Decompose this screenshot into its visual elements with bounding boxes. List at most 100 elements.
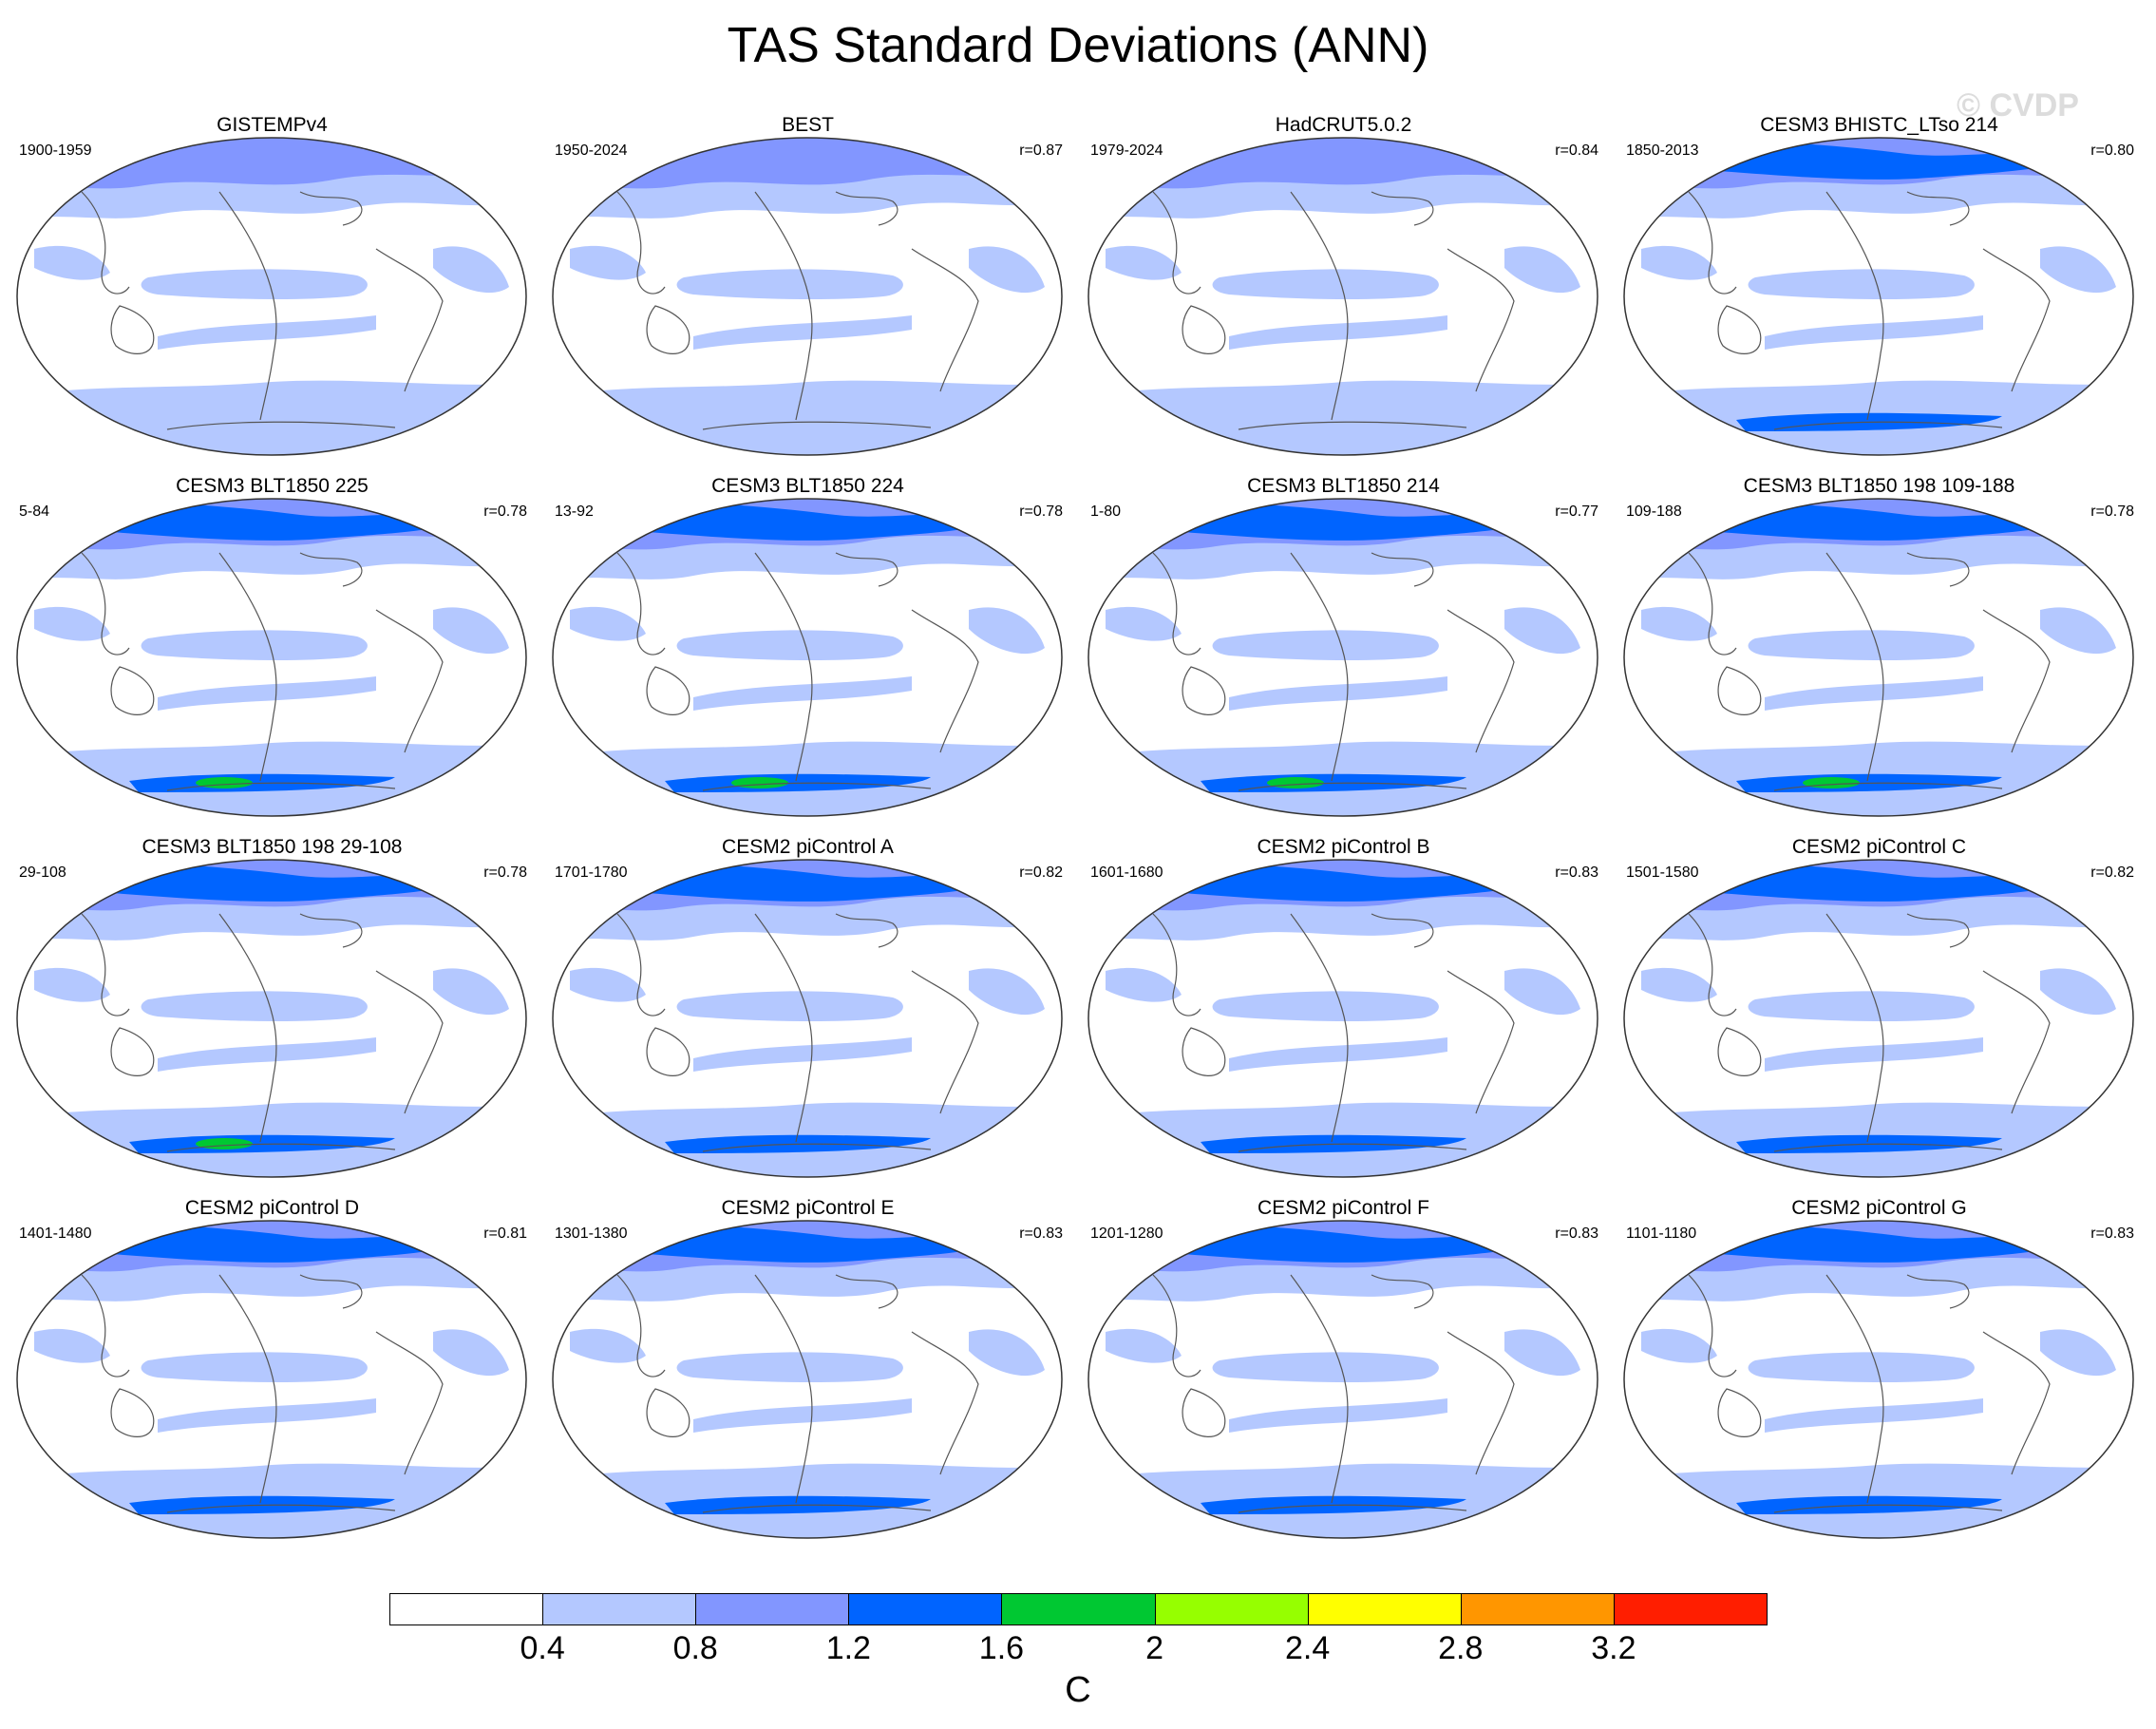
tropical-pacific	[141, 991, 368, 1022]
coastline	[1290, 552, 1349, 782]
panel-title: CESM3 BHISTC_LTso 214	[1760, 114, 1998, 136]
coastline	[1906, 913, 1970, 948]
siberia-hotspot	[1693, 863, 1727, 878]
map-outline	[552, 137, 1063, 456]
south-pacific-streak	[158, 315, 376, 350]
figure-title: TAS Standard Deviations (ANN)	[727, 18, 1429, 73]
map-panel: CESM2 piControl A 1701-1780 r=0.82	[539, 722, 1076, 1178]
coastline	[1371, 913, 1434, 948]
panel-years: 1979-2024	[1090, 142, 1163, 159]
patch	[1641, 606, 1717, 641]
coastline	[1371, 1274, 1434, 1309]
coastline	[1688, 1274, 1737, 1378]
hudson-hotspot	[407, 1226, 422, 1248]
south-pacific-streak	[1229, 1398, 1447, 1433]
patch	[1641, 245, 1717, 280]
panel-correlation: r=0.78	[1019, 504, 1063, 520]
patch	[1641, 1328, 1717, 1363]
south-pacific-streak	[693, 1037, 912, 1072]
coastline	[646, 305, 690, 354]
colorbar-swatch	[542, 1593, 697, 1625]
colorbar-swatch	[1154, 1593, 1309, 1625]
coastline	[702, 421, 932, 430]
tropical-pacific	[1748, 630, 1975, 661]
coastline	[835, 552, 898, 587]
colorbar-swatch	[695, 1593, 850, 1625]
siberia-peak	[1698, 503, 1717, 512]
siberia-hotspot	[1157, 863, 1191, 878]
coastline	[218, 913, 277, 1143]
patch	[34, 1328, 110, 1363]
south-pacific-streak	[1765, 676, 1983, 711]
robinson-map	[552, 498, 1063, 817]
coastline	[1152, 913, 1201, 1016]
panel-correlation: r=0.81	[483, 1226, 527, 1242]
hudson-hotspot	[2014, 864, 2029, 887]
coastline	[1773, 1143, 2003, 1152]
siberia-hotspot	[1693, 502, 1727, 517]
hudson-hotspot	[2014, 504, 2029, 526]
cvdp-watermark: © CVDP	[1957, 87, 2079, 124]
tropical-pacific	[676, 1352, 903, 1383]
south-pacific-streak	[1229, 676, 1447, 711]
coastline	[1447, 248, 1515, 392]
coastline	[81, 1274, 130, 1378]
sd-field	[1624, 1221, 2133, 1538]
coastline	[1238, 782, 1467, 791]
coastline	[1238, 1143, 1467, 1152]
coastline	[375, 1331, 444, 1475]
coastline	[1290, 913, 1349, 1143]
panel-years: 1201-1280	[1090, 1226, 1163, 1242]
coastline	[1371, 552, 1434, 587]
panel-title: CESM2 piControl G	[1791, 1197, 1967, 1219]
coastline	[1182, 666, 1226, 715]
south-pacific-streak	[1765, 1398, 1983, 1433]
map-panel: CESM3 BLT1850 198 109-188 109-188 r=0.78	[1611, 361, 2147, 817]
coastline	[835, 1274, 898, 1309]
coastline	[1447, 609, 1515, 753]
coastline	[702, 1504, 932, 1513]
colorbar-swatch	[1001, 1593, 1156, 1625]
map-outline	[16, 859, 527, 1178]
patch	[969, 968, 1045, 1016]
coastline	[702, 1143, 932, 1152]
panel-title: CESM3 BLT1850 198 29-108	[142, 836, 403, 858]
coastline	[1825, 552, 1884, 782]
coastline	[218, 191, 277, 421]
map-outline	[552, 859, 1063, 1178]
south-pacific-streak	[158, 676, 376, 711]
south-pacific-streak	[693, 676, 912, 711]
panel-correlation: r=0.77	[1555, 504, 1598, 520]
siberia-hotspot	[621, 1224, 655, 1239]
coastline	[754, 913, 813, 1143]
siberia-hotspot	[1693, 1224, 1727, 1239]
siberia-hotspot	[1693, 141, 1727, 156]
coastline	[1371, 191, 1434, 226]
coastline	[1825, 913, 1884, 1143]
coastline	[1152, 552, 1201, 656]
panel-correlation: r=0.83	[1019, 1226, 1063, 1242]
tropical-pacific	[1748, 991, 1975, 1022]
coastline	[1717, 1027, 1762, 1076]
panel-years: 13-92	[555, 504, 594, 520]
coastline	[1773, 421, 2003, 430]
coastline	[616, 913, 666, 1016]
coastline	[1182, 1027, 1226, 1076]
patch	[2040, 607, 2116, 655]
coastline	[1152, 1274, 1201, 1378]
patch	[1106, 245, 1182, 280]
coastline	[835, 913, 898, 948]
map-panel: CESM3 BLT1850 225 5-84 r=0.78	[4, 361, 540, 817]
map-outline	[16, 137, 527, 456]
tropical-pacific	[141, 630, 368, 661]
panel-years: 5-84	[19, 504, 50, 520]
coastline	[81, 191, 130, 294]
colorbar-tick-label: 2.8	[1438, 1630, 1484, 1666]
panel-years: 1401-1480	[19, 1226, 92, 1242]
patch	[1106, 967, 1182, 1002]
map-outline	[1623, 859, 2134, 1178]
map-panel: CESM2 piControl B 1601-1680 r=0.83	[1075, 722, 1612, 1178]
coastline	[1182, 305, 1226, 354]
colorbar-tick-label: 0.8	[672, 1630, 718, 1666]
